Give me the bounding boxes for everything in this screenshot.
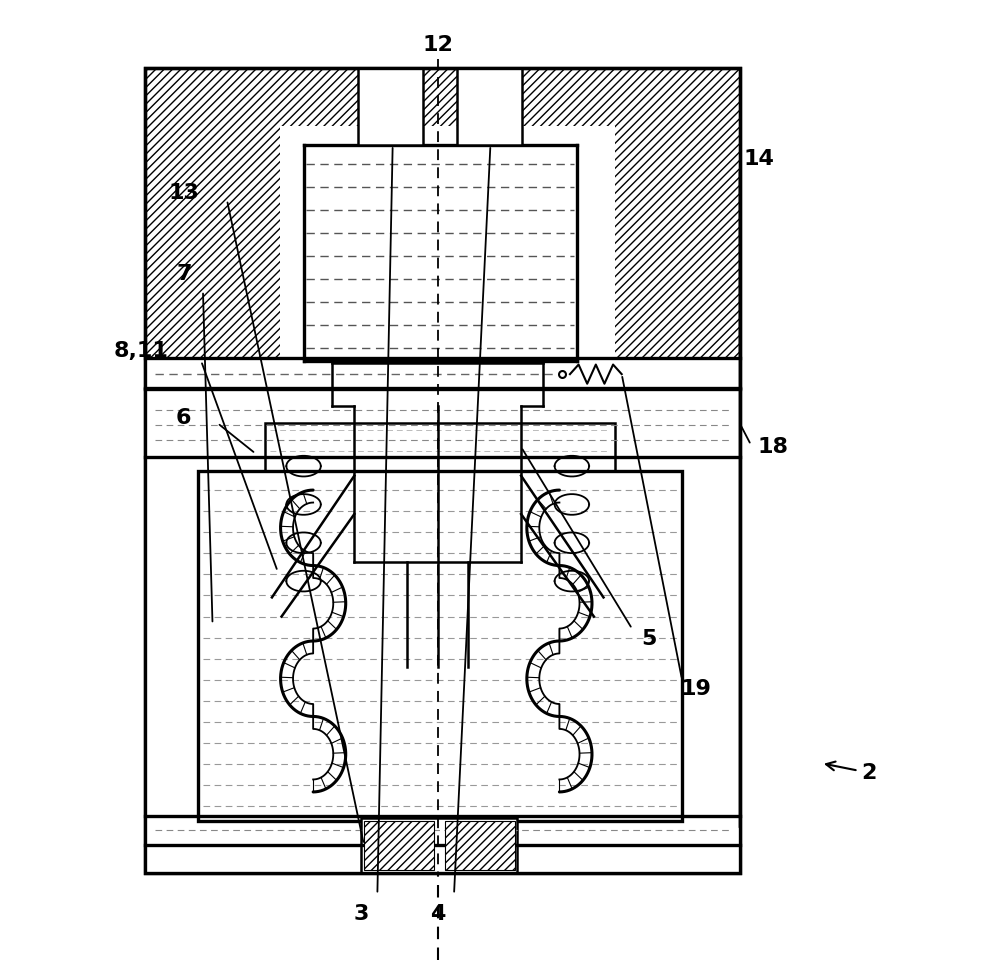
- Bar: [198, 471, 682, 821]
- Text: 6: 6: [176, 408, 192, 429]
- Text: 5: 5: [641, 628, 656, 649]
- Bar: [145, 358, 740, 389]
- Bar: [145, 816, 740, 845]
- Bar: [145, 68, 740, 874]
- Text: 3: 3: [353, 903, 369, 924]
- Bar: [265, 423, 615, 634]
- Bar: [145, 68, 740, 874]
- Text: 18: 18: [758, 437, 789, 457]
- Bar: [358, 68, 423, 145]
- Bar: [280, 126, 615, 389]
- Bar: [145, 456, 740, 874]
- Text: 7: 7: [176, 264, 192, 284]
- Text: 14: 14: [743, 150, 774, 169]
- Bar: [457, 68, 522, 145]
- Bar: [361, 818, 517, 874]
- Bar: [145, 387, 740, 456]
- Text: 2: 2: [826, 761, 877, 783]
- Bar: [364, 821, 434, 871]
- Text: 4: 4: [430, 903, 445, 924]
- Bar: [445, 821, 515, 871]
- Text: 8,11: 8,11: [113, 341, 168, 361]
- Bar: [304, 145, 577, 360]
- Text: 19: 19: [681, 679, 712, 700]
- Text: 12: 12: [422, 35, 453, 55]
- Bar: [251, 384, 634, 577]
- Text: 13: 13: [168, 183, 199, 203]
